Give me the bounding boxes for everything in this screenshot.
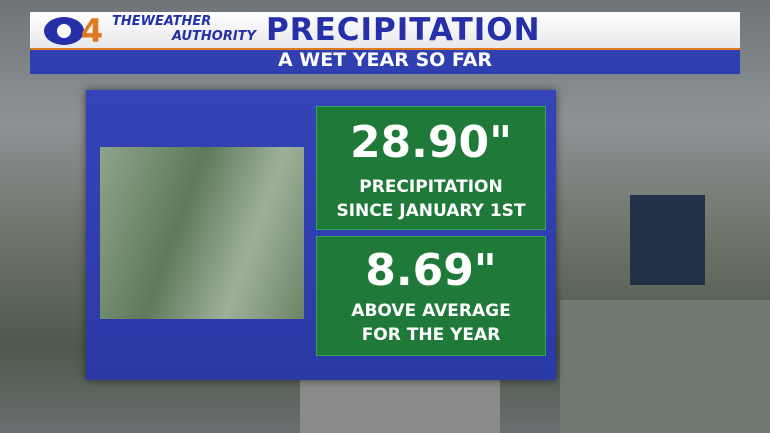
logo-number: 4 bbox=[81, 14, 103, 48]
brand: THEWEATHER bbox=[112, 14, 212, 29]
stat-label: PRECIPITATION bbox=[359, 177, 503, 197]
subtitle-bar bbox=[30, 48, 740, 74]
stat-value: 28.90" bbox=[349, 117, 513, 168]
logo-pupil bbox=[57, 24, 71, 38]
building bbox=[560, 300, 770, 433]
stat-panel: 8.69" ABOVE AVERAGE FOR THE YEAR bbox=[316, 236, 546, 356]
stat-panel: 28.90" PRECIPITATION SINCE JANUARY 1ST bbox=[316, 106, 546, 230]
stat-label: FOR THE YEAR bbox=[361, 325, 501, 345]
title: PRECIPITATION bbox=[266, 12, 541, 48]
stat-label: SINCE JANUARY 1ST bbox=[336, 201, 526, 221]
brand: AUTHORITY bbox=[172, 29, 256, 44]
header-bar bbox=[30, 12, 740, 48]
photo bbox=[100, 147, 304, 319]
stat-label: ABOVE AVERAGE bbox=[351, 301, 511, 321]
logo: 4 bbox=[44, 14, 103, 48]
building bbox=[300, 380, 500, 433]
subtitle: A WET YEAR SO FAR bbox=[277, 49, 493, 71]
building bbox=[630, 195, 705, 285]
stat-value: 8.69" bbox=[365, 245, 497, 296]
